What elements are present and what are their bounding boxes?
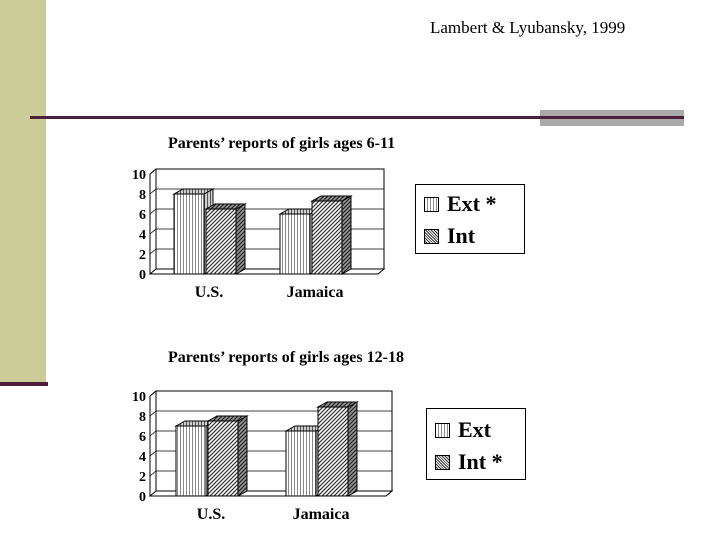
y-tick-label: 8 [139,410,146,425]
bar-jamaica-int [310,195,353,275]
y-tick-label: 8 [139,188,146,203]
bar-chart-ages-6-11: 0 2 4 6 8 10 U.S. Jamaica [132,168,386,301]
bar-us-int [206,415,249,497]
legend-swatch-int [435,454,450,470]
bar-jamaica-int [316,401,359,497]
legend-label-int: Int * [458,449,503,474]
y-tick-label: 4 [139,228,146,243]
legend-ages-12-18: Ext Int * [426,408,526,480]
x-tick-label: U.S. [195,284,223,301]
sidebar-foot-line [0,382,48,386]
bar-us-int [204,203,247,275]
legend-item-int: Int * [435,449,503,475]
y-tick-label: 10 [132,168,146,183]
legend-swatch-ext [435,422,450,438]
y-tick-label: 4 [139,450,146,465]
y-tick-label: 6 [139,208,146,223]
legend-item-int: Int [424,223,475,249]
citation: Lambert & Lyubansky, 1999 [430,18,626,37]
sidebar-bar [0,0,46,384]
legend-item-ext: Ext [435,417,491,443]
x-tick-label: Jamaica [293,506,350,523]
y-tick-label: 6 [139,430,146,445]
y-tick-label: 0 [139,490,146,505]
legend-swatch-ext [424,196,439,212]
legend-item-ext: Ext * [424,191,497,217]
x-tick-label: U.S. [197,506,225,523]
legend-swatch-int [424,228,439,244]
legend-label-ext: Ext * [447,191,497,216]
y-tick-label: 2 [139,470,146,485]
chart-title-ages-12-18: Parents’ reports of girls ages 12-18 [168,349,404,366]
y-tick-label: 10 [132,390,146,405]
y-tick-label: 0 [139,268,146,283]
legend-label-int: Int [447,223,476,248]
header-rule [30,116,542,119]
legend-label-ext: Ext [458,417,491,442]
legend-ages-6-11: Ext * Int [415,184,525,254]
header-rule-right [540,116,684,119]
chart-title-ages-6-11: Parents’ reports of girls ages 6-11 [168,135,396,152]
y-tick-label: 2 [139,248,146,263]
bar-chart-ages-12-18: 0 2 4 6 8 10 U.S. Jamaica [132,390,394,523]
x-tick-label: Jamaica [287,284,344,301]
